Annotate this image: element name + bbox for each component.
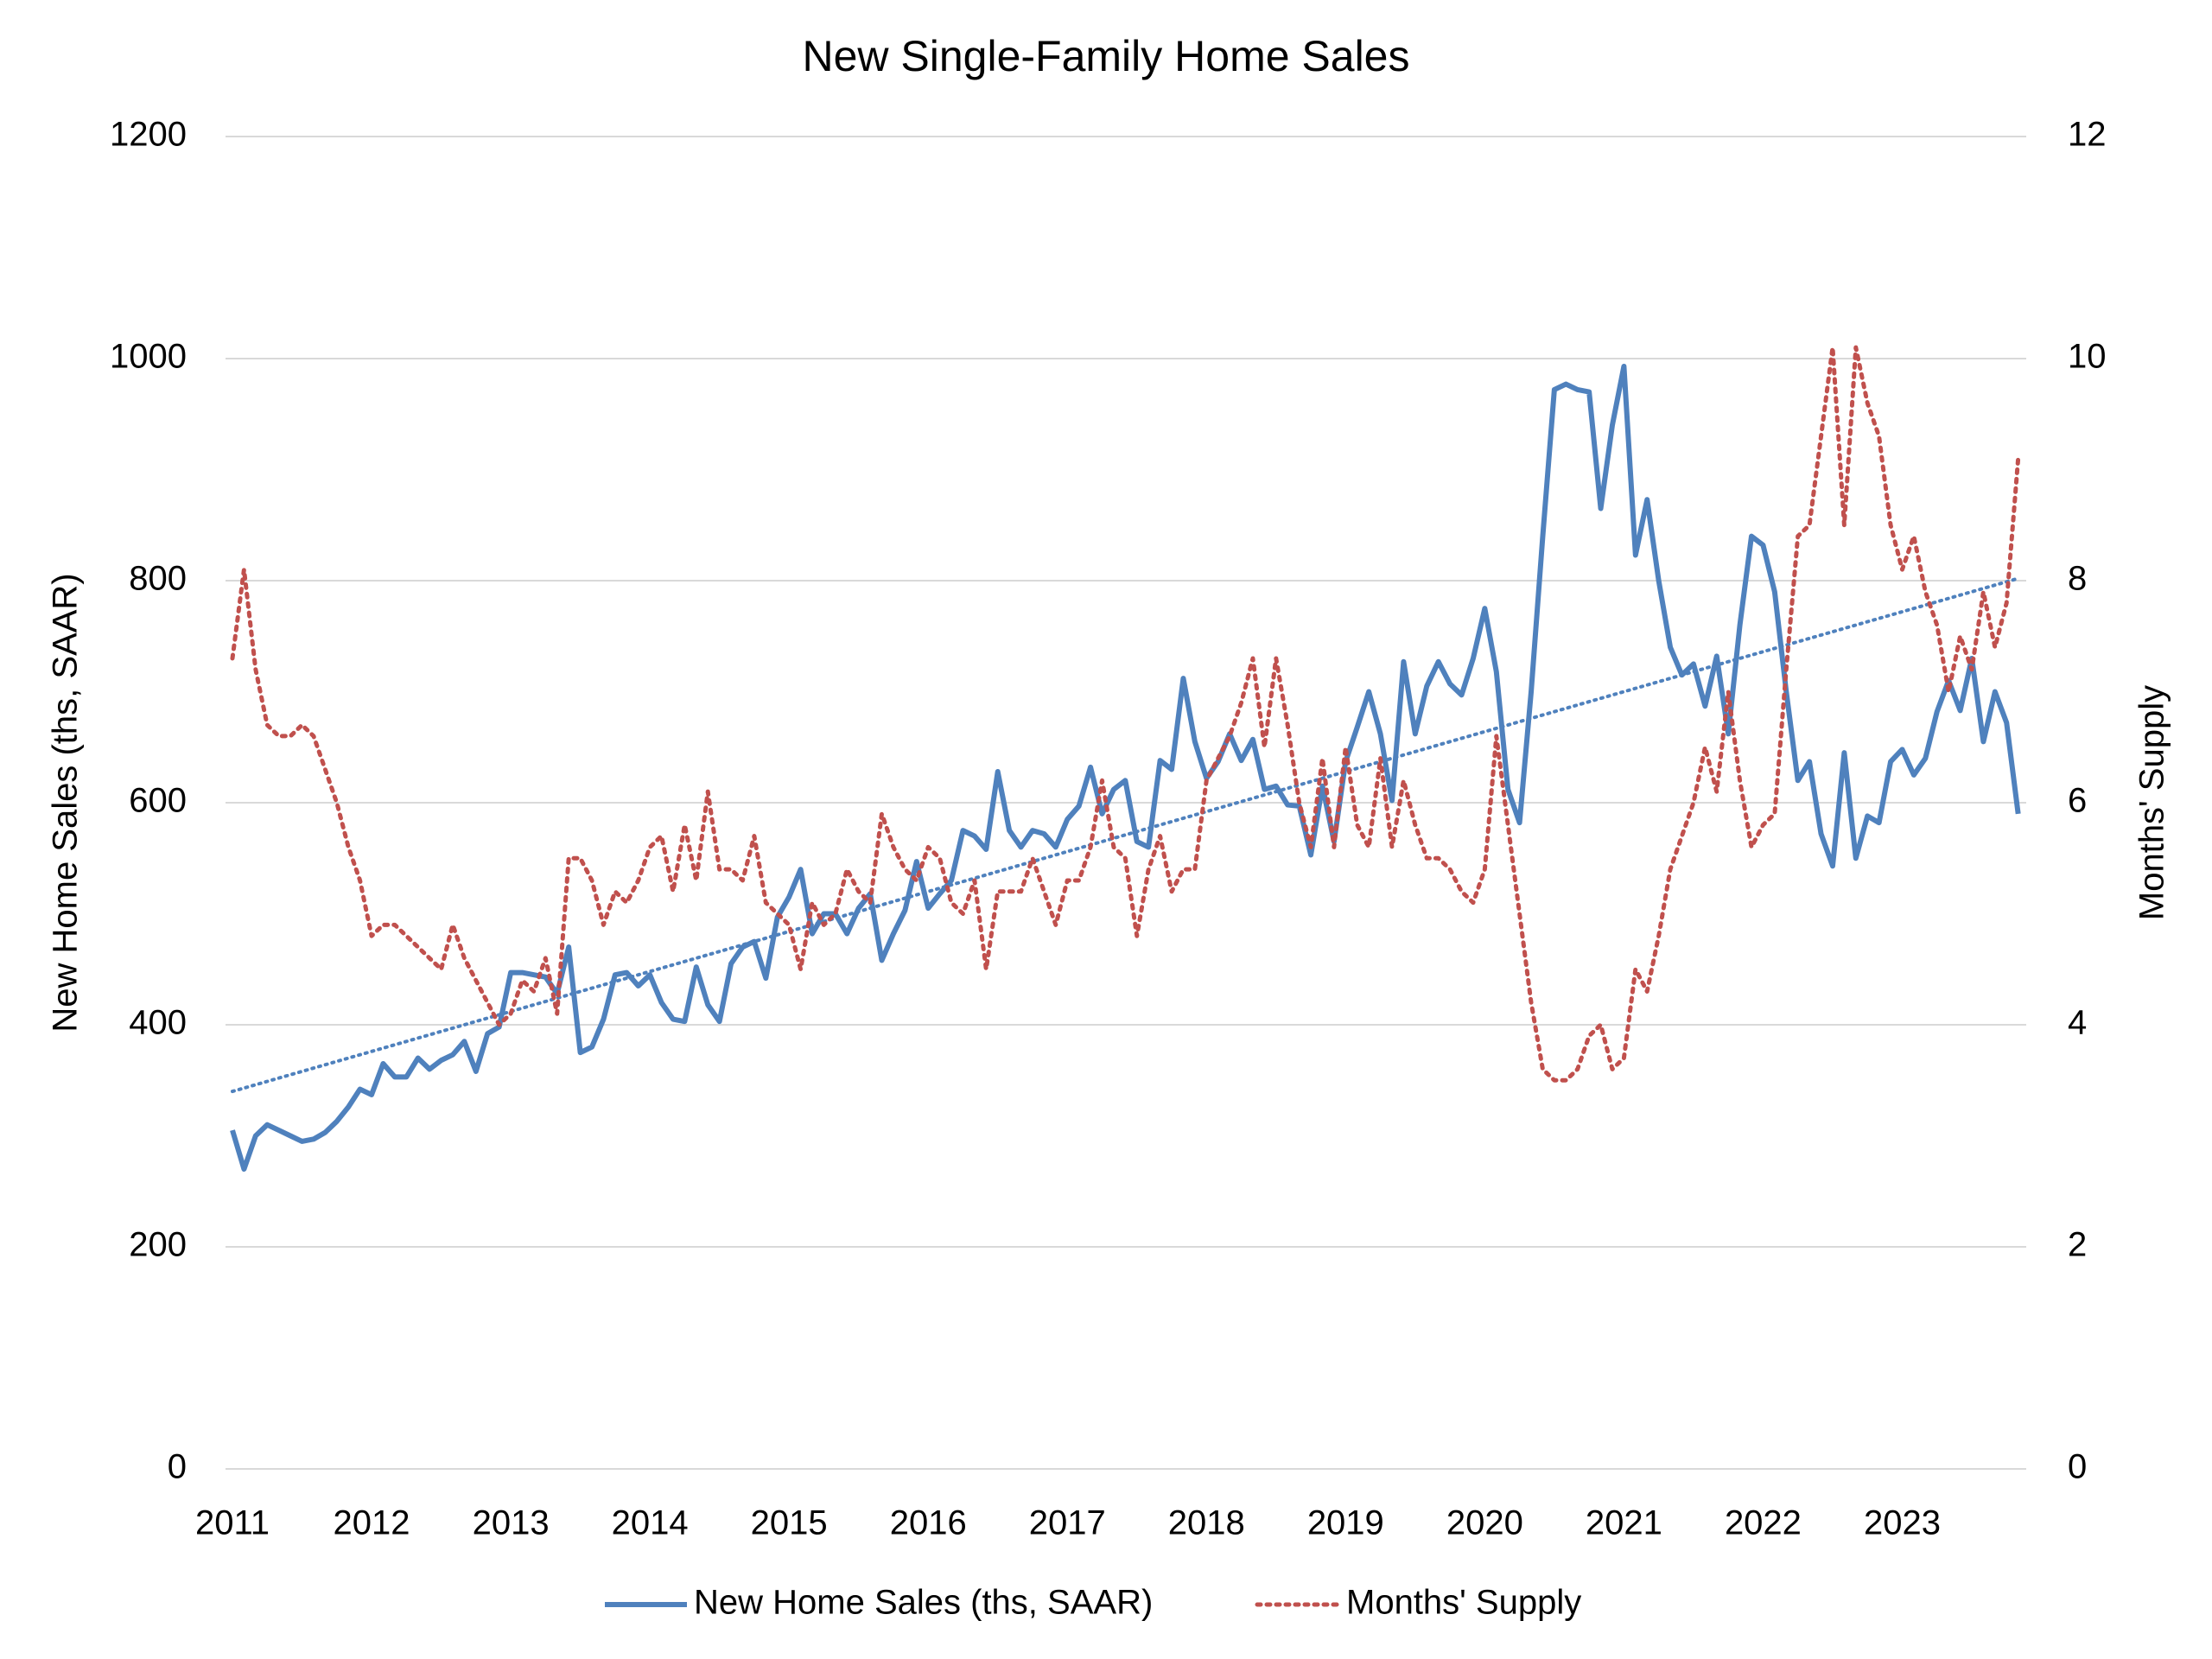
trendline bbox=[231, 576, 2020, 1094]
x-tick-label: 2020 bbox=[1446, 1504, 1523, 1542]
x-tick-label: 2015 bbox=[751, 1504, 828, 1542]
y2-tick-label: 10 bbox=[2068, 338, 2107, 376]
x-tick-label: 2016 bbox=[890, 1504, 967, 1542]
x-tick-label: 2017 bbox=[1029, 1504, 1106, 1542]
y-tick-label: 400 bbox=[129, 1004, 187, 1042]
y-tick-label: 800 bbox=[129, 560, 187, 598]
y2-tick-label: 0 bbox=[2068, 1448, 2087, 1486]
legend-label: New Home Sales (ths, SAAR) bbox=[694, 1584, 1153, 1622]
legend-label: Months' Supply bbox=[1346, 1584, 1581, 1622]
series-line bbox=[230, 345, 2021, 1083]
y2-tick-label: 12 bbox=[2068, 116, 2107, 154]
y-axis-label: New Home Sales (ths, SAAR) bbox=[47, 573, 85, 1032]
y2-tick-label: 6 bbox=[2068, 782, 2087, 820]
series-line bbox=[230, 363, 2021, 1173]
y2-tick-label: 2 bbox=[2068, 1226, 2087, 1264]
chart-title: New Single-Family Home Sales bbox=[802, 32, 1409, 80]
y-tick-label: 0 bbox=[168, 1448, 187, 1486]
x-tick-label: 2021 bbox=[1586, 1504, 1662, 1542]
x-tick-label: 2013 bbox=[473, 1504, 550, 1542]
x-tick-label: 2012 bbox=[334, 1504, 410, 1542]
x-tick-label: 2018 bbox=[1168, 1504, 1245, 1542]
x-tick-label: 2014 bbox=[612, 1504, 689, 1542]
y-tick-label: 1200 bbox=[110, 116, 187, 154]
x-tick-label: 2011 bbox=[195, 1504, 270, 1542]
x-tick-label: 2022 bbox=[1725, 1504, 1802, 1542]
y-tick-label: 600 bbox=[129, 782, 187, 820]
y2-tick-label: 4 bbox=[2068, 1004, 2087, 1042]
y2-tick-label: 8 bbox=[2068, 560, 2087, 598]
y-tick-label: 1000 bbox=[110, 338, 187, 376]
y2-axis-label: Months' Supply bbox=[2133, 685, 2171, 920]
x-tick-label: 2023 bbox=[1864, 1504, 1941, 1542]
y-tick-label: 200 bbox=[129, 1226, 187, 1264]
x-tick-label: 2019 bbox=[1307, 1504, 1384, 1542]
